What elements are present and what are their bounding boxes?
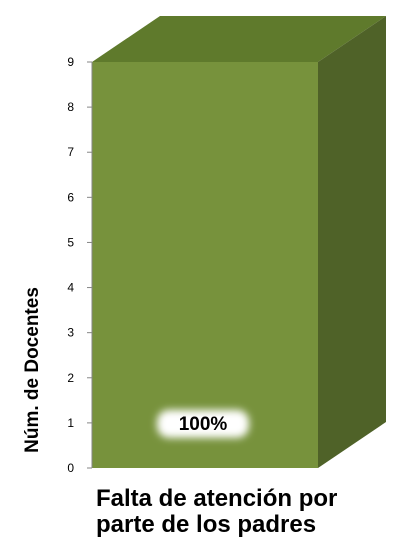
y-tick-label: 8: [67, 100, 74, 114]
data-label-glow: [157, 409, 249, 438]
y-tick-label: 9: [67, 55, 74, 69]
x-category-label-line-1: Falta de atención por: [96, 485, 338, 512]
bar-front-0: [92, 62, 318, 468]
bar-data-label: 100%: [179, 414, 228, 435]
y-tick-label: 6: [67, 190, 74, 204]
y-tick-label: 7: [67, 145, 74, 159]
x-category-label-line-2: parte de los padres: [96, 511, 317, 538]
y-tick-label: 0: [67, 461, 74, 475]
x-category-label: Falta de atención por parte de los padre…: [96, 486, 396, 538]
y-tick-label: 5: [67, 235, 74, 249]
y-tick-label: 4: [67, 281, 74, 295]
bar-top-0: [92, 16, 386, 62]
y-tick-label: 3: [67, 326, 74, 340]
y-tick-label: 1: [67, 416, 74, 430]
y-axis-title: Núm. de Docentes: [22, 287, 43, 453]
bar-side-0: [318, 16, 386, 468]
y-tick-label: 2: [67, 371, 74, 385]
